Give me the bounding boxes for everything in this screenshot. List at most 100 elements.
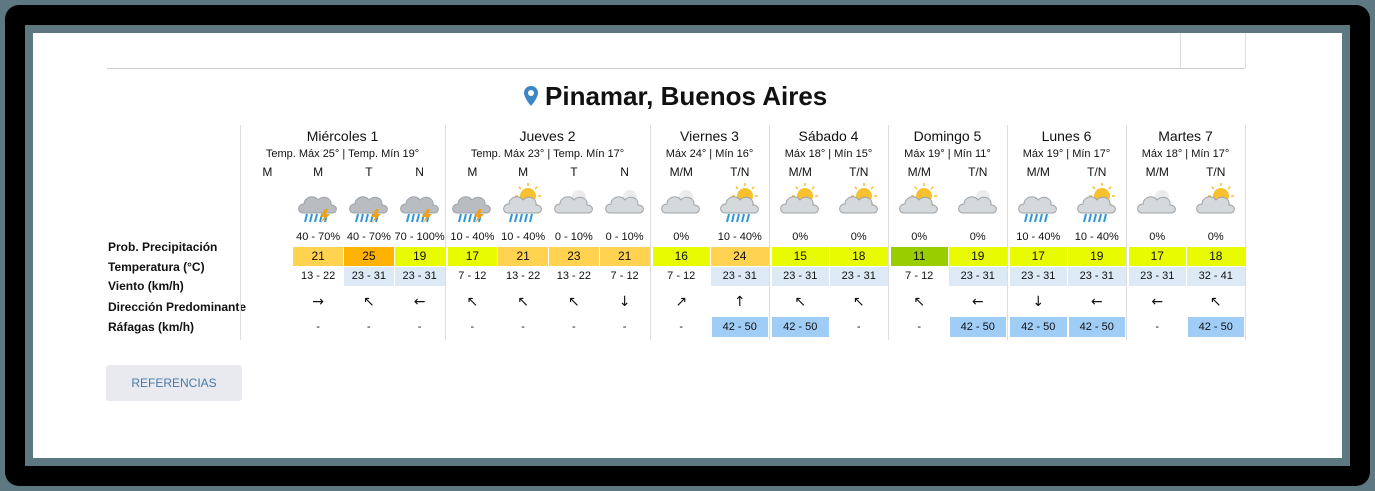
weather-icon <box>661 190 701 214</box>
temperature: 19 <box>949 247 1007 266</box>
wind-speed: 7 - 12 <box>610 270 639 282</box>
period-label: T/N <box>968 165 988 179</box>
temperature: 18 <box>1187 247 1245 266</box>
wind-direction: ↓ <box>618 294 631 310</box>
period-label: N <box>415 165 424 179</box>
temperature: 21 <box>599 247 650 266</box>
wind-gust: 42 - 50 <box>772 317 829 337</box>
row-label: Prob. Precipitación <box>108 240 218 254</box>
wind-gust: - <box>1155 321 1160 333</box>
weather-icon <box>298 196 337 223</box>
wind-gust: - <box>679 321 684 333</box>
day-summary: Temp. Máx 23° | Temp. Mín 17° <box>470 148 625 160</box>
period-label: M <box>313 165 324 179</box>
period-label: T/N <box>1206 165 1226 179</box>
period-label: M/M <box>907 165 931 179</box>
day-separator <box>1126 125 1127 340</box>
wind-gust: - <box>622 321 627 333</box>
day-separator <box>769 125 770 340</box>
day-separator <box>240 125 241 340</box>
wind-direction: ↖ <box>466 294 479 310</box>
wind-direction: ↖ <box>363 294 375 310</box>
wind-direction: ← <box>413 294 426 310</box>
precip-prob: 0% <box>850 231 867 243</box>
wind-direction: ↖ <box>913 294 926 310</box>
wind-direction: ↑ <box>733 294 746 310</box>
day-name: Sábado 4 <box>798 128 859 144</box>
precip-prob: 10 - 40% <box>501 231 546 243</box>
wind-speed: 7 - 12 <box>458 270 487 282</box>
wind-direction: ← <box>1090 294 1103 310</box>
precip-prob: 0% <box>911 231 928 243</box>
period-label: M/M <box>1145 165 1169 179</box>
weather-icon <box>719 183 759 223</box>
wind-direction: ↓ <box>1032 294 1045 310</box>
temperature: 19 <box>394 247 445 266</box>
weather-icon <box>349 196 388 223</box>
row-label: Ráfagas (km/h) <box>108 320 195 334</box>
temperature: 17 <box>447 247 498 266</box>
wind-speed: 23 - 31 <box>711 267 769 286</box>
wind-direction: ↖ <box>517 294 529 310</box>
references-button[interactable]: REFERENCIAS <box>106 365 242 401</box>
weather-icon <box>957 190 997 214</box>
day-summary: Máx 24° | Mín 16° <box>665 148 754 160</box>
wind-gust: - <box>367 321 371 333</box>
wind-gust: - <box>521 321 525 333</box>
weather-icon <box>503 183 542 223</box>
wind-gust: - <box>417 321 422 333</box>
day-name: Lunes 6 <box>1041 128 1092 144</box>
day-name: Jueves 2 <box>519 128 576 144</box>
weather-icon <box>554 190 593 214</box>
wind-gust: - <box>917 321 922 333</box>
temperature: 23 <box>549 247 599 266</box>
precip-prob: 0 - 10% <box>554 231 593 243</box>
precip-prob: 10 - 40% <box>717 231 762 243</box>
wind-gust: 42 - 50 <box>711 317 768 337</box>
wind-direction: ↖ <box>1209 294 1222 310</box>
wind-speed: 23 - 31 <box>949 267 1007 286</box>
period-label: T/N <box>730 165 750 179</box>
weather-icon <box>452 196 492 223</box>
wind-speed: 13 - 22 <box>506 270 541 282</box>
temperature: 25 <box>344 247 394 266</box>
period-label: M <box>518 165 529 179</box>
precip-prob: 70 - 100% <box>394 231 445 243</box>
wind-speed: 23 - 31 <box>1128 267 1186 286</box>
top-rule <box>107 68 1245 69</box>
page: Pinamar, Buenos Aires Prob. Precipitació… <box>33 33 1342 458</box>
location-title: Pinamar, Buenos Aires <box>545 81 828 111</box>
wind-speed: 23 - 31 <box>771 267 829 286</box>
weather-icon <box>399 196 439 223</box>
period-label: T/N <box>849 165 869 179</box>
precip-prob: 40 - 70% <box>296 231 341 243</box>
weather-icon <box>838 183 878 214</box>
day-summary: Temp. Máx 25° | Temp. Mín 19° <box>265 148 420 160</box>
period-label: T/N <box>1087 165 1107 179</box>
day-separator <box>1245 125 1246 340</box>
weather-icon <box>1195 183 1235 214</box>
row-label: Viento (km/h) <box>108 279 184 293</box>
wind-gust: 42 - 50 <box>1010 317 1067 337</box>
wind-direction: → <box>312 294 324 310</box>
wind-direction: ↖ <box>794 294 807 310</box>
precip-prob: 40 - 70% <box>346 231 391 243</box>
day-name: Viernes 3 <box>680 128 739 144</box>
precip-prob: 10 - 40% <box>1016 231 1061 243</box>
temperature: 15 <box>771 247 829 266</box>
wind-speed: 23 - 31 <box>344 267 394 286</box>
temperature: 18 <box>830 247 888 266</box>
precip-prob: 0 - 10% <box>605 231 644 243</box>
wind-speed: 7 - 12 <box>667 270 696 282</box>
wind-gust: 42 - 50 <box>949 317 1006 337</box>
wind-gust: 42 - 50 <box>1068 317 1125 337</box>
day-summary: Máx 18° | Mín 15° <box>784 148 873 160</box>
temperature: 21 <box>498 247 548 266</box>
day-separator <box>1007 125 1008 340</box>
precip-prob: 10 - 40% <box>450 231 495 243</box>
weather-icon <box>780 183 820 214</box>
temperature: 21 <box>293 247 343 266</box>
precip-prob: 0% <box>792 231 809 243</box>
row-label: Temperatura (°C) <box>108 260 205 274</box>
